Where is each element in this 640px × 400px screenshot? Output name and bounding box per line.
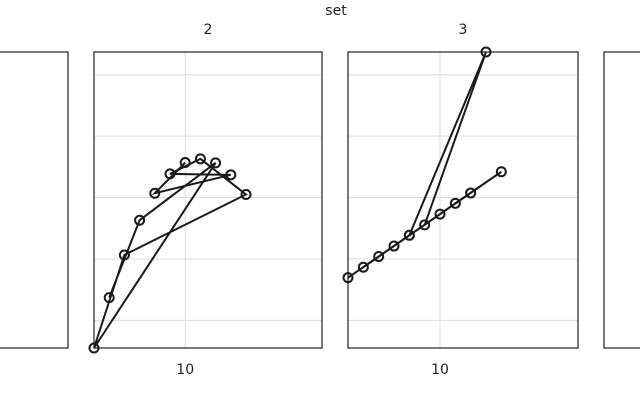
- point: [194, 153, 206, 165]
- x-tick-label: 10: [176, 362, 194, 378]
- point: [149, 187, 161, 199]
- series-line: [347, 51, 502, 279]
- point: [373, 250, 385, 262]
- point: [419, 219, 431, 231]
- point: [103, 292, 115, 304]
- facet-title: set: [325, 3, 347, 19]
- point: [403, 229, 415, 241]
- facet-label: 2: [204, 22, 213, 38]
- point: [357, 261, 369, 273]
- point: [179, 157, 191, 169]
- point: [465, 187, 477, 199]
- point: [225, 169, 237, 181]
- point: [388, 240, 400, 252]
- point: [210, 157, 222, 169]
- point: [164, 168, 176, 180]
- point: [434, 208, 446, 220]
- series-line: [93, 157, 248, 349]
- panel-frame: [93, 51, 323, 349]
- point: [88, 342, 100, 354]
- point: [240, 188, 252, 200]
- point: [342, 272, 354, 284]
- point: [118, 249, 130, 261]
- partial-panel: [603, 51, 640, 349]
- point: [495, 166, 507, 178]
- point: [449, 197, 461, 209]
- panel-frame: [347, 51, 579, 349]
- facet-label: 3: [459, 22, 468, 38]
- partial-panel: [0, 51, 69, 349]
- x-tick-label: 10: [431, 362, 449, 378]
- point: [134, 214, 146, 226]
- point: [480, 46, 492, 58]
